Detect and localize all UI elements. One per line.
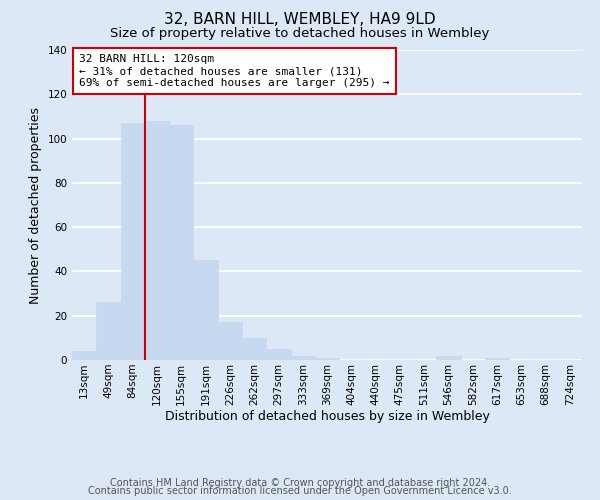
Text: Size of property relative to detached houses in Wembley: Size of property relative to detached ho… xyxy=(110,28,490,40)
Bar xyxy=(121,123,145,360)
Bar xyxy=(436,356,461,360)
Bar xyxy=(193,260,218,360)
Bar xyxy=(315,358,339,360)
Y-axis label: Number of detached properties: Number of detached properties xyxy=(29,106,42,304)
Bar xyxy=(485,358,509,360)
Text: 32, BARN HILL, WEMBLEY, HA9 9LD: 32, BARN HILL, WEMBLEY, HA9 9LD xyxy=(164,12,436,28)
Bar xyxy=(169,126,193,360)
Bar xyxy=(145,121,169,360)
Bar xyxy=(290,356,315,360)
Bar xyxy=(96,302,121,360)
Text: Contains HM Land Registry data © Crown copyright and database right 2024.: Contains HM Land Registry data © Crown c… xyxy=(110,478,490,488)
X-axis label: Distribution of detached houses by size in Wembley: Distribution of detached houses by size … xyxy=(164,410,490,424)
Bar xyxy=(72,351,96,360)
Text: 32 BARN HILL: 120sqm
← 31% of detached houses are smaller (131)
69% of semi-deta: 32 BARN HILL: 120sqm ← 31% of detached h… xyxy=(79,54,390,88)
Bar xyxy=(218,322,242,360)
Text: Contains public sector information licensed under the Open Government Licence v3: Contains public sector information licen… xyxy=(88,486,512,496)
Bar xyxy=(266,349,290,360)
Bar xyxy=(242,338,266,360)
